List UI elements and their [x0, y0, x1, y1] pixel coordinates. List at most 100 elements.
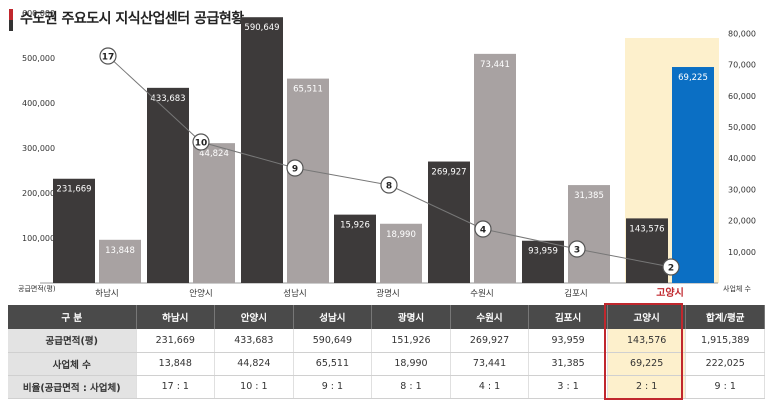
ratio-point-label: 2 — [668, 264, 674, 274]
table-corner: 구 분 — [8, 305, 137, 329]
area-bar — [626, 218, 668, 283]
col-header: 광명시 — [371, 305, 451, 329]
table-cell: 3 : 1 — [528, 375, 608, 399]
left-axis-tick: 600,000 — [22, 9, 55, 18]
area-bar — [428, 161, 470, 283]
table-cell: 433,683 — [214, 329, 294, 353]
area-bar-label: 143,576 — [629, 224, 664, 234]
category-label: 광명시 — [376, 288, 399, 299]
supply-table: 구 분 하남시 안양시 성남시 광명시 수원시 김포시 고양시 합계/평균 공급… — [8, 305, 765, 399]
col-header: 안양시 — [214, 305, 294, 329]
table-cell: 9 : 1 — [685, 375, 765, 399]
col-header: 성남시 — [293, 305, 373, 329]
col-header-highlight: 고양시 — [607, 305, 687, 329]
area-bar — [53, 178, 95, 283]
ratio-point — [568, 240, 586, 258]
right-axis-tick: 30,000 — [728, 185, 756, 194]
title-accent-dark — [9, 20, 13, 31]
ratio-point — [474, 220, 492, 238]
col-header: 수원시 — [450, 305, 530, 329]
category-label: 하남시 — [95, 288, 118, 299]
category-label: 안양시 — [189, 288, 212, 299]
left-axis-label: 공급면적(평) — [18, 284, 56, 293]
table-cell: 13,848 — [136, 352, 216, 376]
table-cell: 9 : 1 — [293, 375, 373, 399]
company-bar-label: 13,848 — [105, 246, 135, 256]
ratio-point-label: 4 — [480, 226, 486, 236]
left-axis-tick: 100,000 — [22, 234, 55, 243]
ratio-point-label: 9 — [292, 165, 298, 175]
table-header-row: 구 분 하남시 안양시 성남시 광명시 수원시 김포시 고양시 합계/평균 — [8, 305, 765, 329]
ratio-point-label: 10 — [195, 139, 208, 149]
page-title: 수도권 주요도시 지식산업센터 공급현황 — [20, 11, 244, 27]
table-cell: 65,511 — [293, 352, 373, 376]
ratio-point-label: 17 — [102, 53, 115, 63]
row-label: 비율(공급면적 : 사업체) — [8, 375, 137, 399]
right-axis-tick: 20,000 — [728, 217, 756, 226]
area-bar — [522, 240, 564, 283]
table-cell: 1,915,389 — [685, 329, 765, 353]
table-cell: 44,824 — [214, 352, 294, 376]
company-bar-label: 31,385 — [574, 191, 604, 201]
company-bar-label: 65,511 — [293, 85, 323, 95]
table-cell: 151,926 — [371, 329, 451, 353]
table-row: 비율(공급면적 : 사업체) 17 : 1 10 : 1 9 : 1 8 : 1… — [8, 375, 765, 399]
area-bar — [147, 87, 189, 283]
table-cell: 31,385 — [528, 352, 608, 376]
area-bar-label: 269,927 — [431, 168, 466, 178]
category-label: 김포시 — [564, 288, 587, 299]
company-bar — [568, 185, 610, 283]
left-axis-tick: 300,000 — [22, 144, 55, 153]
table-row: 공급면적(평) 231,669 433,683 590,649 151,926 … — [8, 329, 765, 353]
ratio-point — [286, 159, 304, 177]
area-bar-label: 15,926 — [340, 221, 370, 231]
company-bar — [474, 53, 516, 284]
category-label: 수원시 — [470, 289, 493, 299]
right-axis-tick: 10,000 — [728, 248, 756, 257]
company-bar — [99, 239, 141, 283]
table-cell: 269,927 — [450, 329, 530, 353]
ratio-point — [662, 258, 680, 276]
left-axis-tick: 500,000 — [22, 54, 55, 63]
category-label: 성남시 — [283, 289, 306, 299]
category-label: 고양시 — [656, 287, 684, 299]
company-bar — [380, 223, 422, 283]
area-bar — [334, 214, 376, 283]
left-axis-tick: 400,000 — [22, 99, 55, 108]
table-cell: 8 : 1 — [371, 375, 451, 399]
company-bar — [193, 143, 235, 283]
company-bar-label: 73,441 — [480, 60, 510, 70]
ratio-point-label: 8 — [386, 182, 392, 192]
area-bar-label: 93,959 — [528, 247, 558, 257]
right-axis-tick: 80,000 — [728, 29, 756, 38]
area-bar-label: 231,669 — [56, 185, 91, 195]
table-cell: 73,441 — [450, 352, 530, 376]
table-cell: 17 : 1 — [136, 375, 216, 399]
ratio-point — [99, 47, 117, 65]
ratio-point — [380, 176, 398, 194]
col-header: 김포시 — [528, 305, 608, 329]
company-bar-label: 69,225 — [678, 73, 708, 83]
row-label: 공급면적(평) — [8, 329, 137, 353]
table-cell-highlight: 2 : 1 — [607, 375, 687, 399]
table-cell: 10 : 1 — [214, 375, 294, 399]
table-cell: 18,990 — [371, 352, 451, 376]
table-cell: 590,649 — [293, 329, 373, 353]
company-bar — [287, 78, 329, 283]
supply-chart: 100,000 200,000 300,000 400,000 500,000 600,0… — [18, 9, 756, 299]
company-bar-label: 18,990 — [386, 230, 416, 240]
ratio-point-label: 3 — [574, 246, 580, 256]
right-axis-tick: 40,000 — [728, 154, 756, 163]
table-cell: 222,025 — [685, 352, 765, 376]
ratio-point — [192, 133, 210, 151]
area-bar-label: 590,649 — [244, 23, 279, 33]
company-bar — [672, 67, 714, 283]
right-axis-tick: 70,000 — [728, 61, 756, 70]
right-axis-label: 사업체 수 — [723, 284, 752, 293]
area-bar — [241, 17, 283, 284]
area-bar-label: 433,683 — [150, 94, 185, 104]
company-bar-label: 44,824 — [199, 149, 229, 159]
row-label: 사업체 수 — [8, 352, 137, 376]
table-cell-highlight: 143,576 — [607, 329, 687, 353]
table-cell: 4 : 1 — [450, 375, 530, 399]
